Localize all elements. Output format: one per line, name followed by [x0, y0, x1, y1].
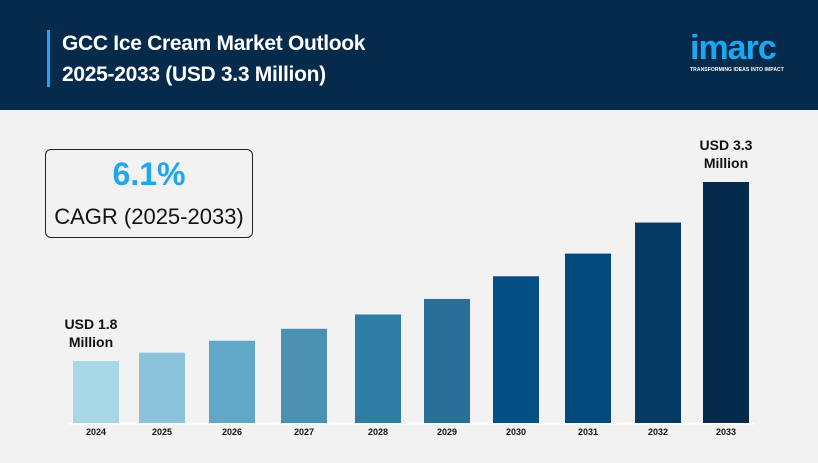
- x-tick-label: 2027: [294, 427, 314, 437]
- value-label-unit: Million: [704, 155, 748, 171]
- bar-2030: [493, 276, 539, 423]
- header: GCC Ice Cream Market Outlook 2025-2033 (…: [0, 0, 818, 110]
- x-tick-label: 2026: [222, 427, 242, 437]
- bar-2033: [703, 182, 749, 423]
- x-tick-label: 2030: [506, 427, 526, 437]
- x-tick-label: 2031: [578, 427, 598, 437]
- bar-2027: [281, 328, 327, 423]
- cagr-value: 6.1%: [112, 156, 186, 192]
- cagr-label: CAGR (2025-2033): [54, 204, 244, 229]
- bar-2024: [73, 361, 119, 423]
- value-label: USD 3.3: [700, 137, 753, 153]
- bar-2026: [209, 340, 255, 423]
- bar-2029: [424, 298, 470, 423]
- page-title: GCC Ice Cream Market Outlook 2025-2033 (…: [62, 28, 365, 90]
- title-line-1: GCC Ice Cream Market Outlook: [62, 32, 366, 55]
- x-tick-label: 2028: [368, 427, 388, 437]
- bar-2032: [635, 222, 681, 423]
- bar-2028: [355, 314, 401, 423]
- title-line-2: 2025-2033 (USD 3.3 Million): [62, 63, 326, 86]
- x-tick-label: 2025: [152, 427, 172, 437]
- x-tick-label: 2029: [437, 427, 457, 437]
- value-label: USD 1.8: [65, 316, 118, 332]
- x-tick-label: 2033: [716, 427, 736, 437]
- x-tick-label: 2024: [86, 427, 106, 437]
- x-tick-label: 2032: [648, 427, 668, 437]
- logo-tagline: TRANSFORMING IDEAS INTO IMPACT: [690, 67, 784, 73]
- title-accent-bar: [47, 30, 50, 87]
- bar-2031: [565, 253, 611, 423]
- bar-2025: [139, 352, 185, 423]
- imarc-logo: imarc: [690, 29, 777, 67]
- value-label-unit: Million: [69, 334, 113, 350]
- cagr-box: 6.1% CAGR (2025-2033): [45, 149, 253, 238]
